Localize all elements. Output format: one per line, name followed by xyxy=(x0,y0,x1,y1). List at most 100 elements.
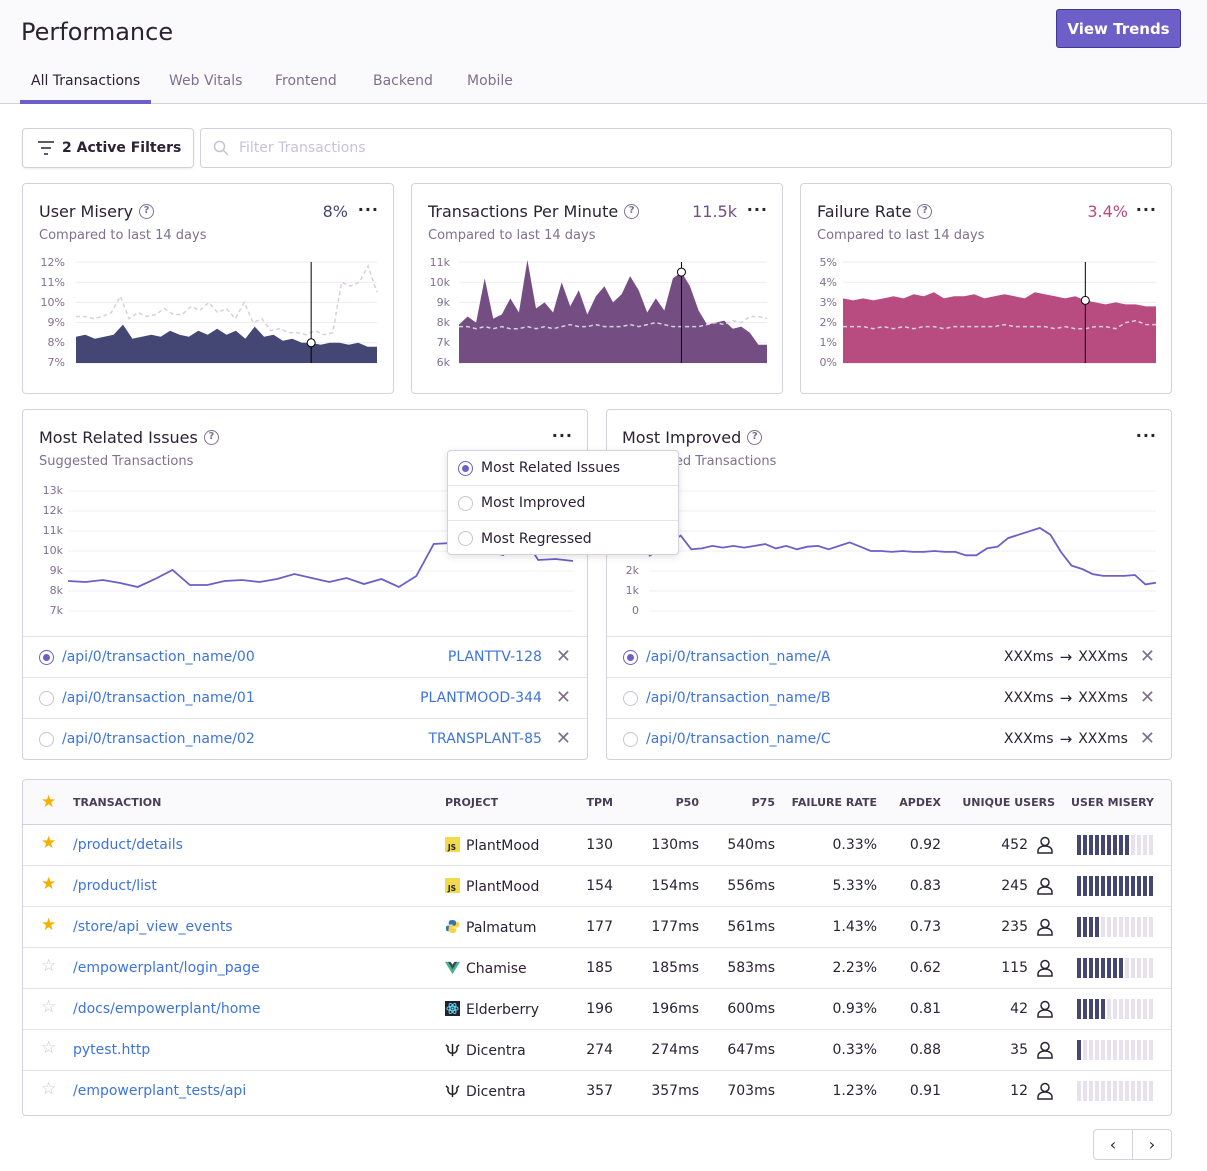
most-improved-row[interactable]: /api/0/transaction_name/A XXXms → XXXms ✕ xyxy=(607,636,1171,677)
help-icon[interactable]: ? xyxy=(917,204,933,219)
close-icon[interactable]: ✕ xyxy=(1139,687,1155,708)
star-filled-icon[interactable]: ★ xyxy=(41,833,57,853)
header-user-misery[interactable]: USER MISERY xyxy=(1071,796,1154,809)
help-icon[interactable]: ? xyxy=(747,430,763,445)
project-cell[interactable]: Palmatum xyxy=(445,919,537,936)
issue-link[interactable]: PLANTTV-128 xyxy=(447,649,542,665)
prev-page-button[interactable]: ‹ xyxy=(1094,1130,1133,1159)
transaction-link[interactable]: /product/details xyxy=(73,837,183,853)
header-p50[interactable]: P50 xyxy=(675,796,699,809)
star-outline-icon[interactable]: ☆ xyxy=(41,1038,57,1058)
transaction-link[interactable]: /api/0/transaction_name/C xyxy=(646,731,831,747)
most-improved-row[interactable]: /api/0/transaction_name/C XXXms → XXXms ✕ xyxy=(607,718,1171,759)
transaction-link[interactable]: /api/0/transaction_name/A xyxy=(646,649,831,665)
table-row[interactable]: ☆ /empowerplant/login_page Chamise 185 185ms… xyxy=(23,948,1171,989)
header-apdex[interactable]: APDEX xyxy=(899,796,941,809)
more-options-icon[interactable]: ··· xyxy=(357,200,379,219)
misery-bar-segment xyxy=(1149,835,1153,855)
header-failure-rate[interactable]: FAILURE RATE xyxy=(791,796,877,809)
transaction-link[interactable]: /empowerplant/login_page xyxy=(73,960,260,976)
transaction-link[interactable]: pytest.http xyxy=(73,1042,151,1058)
tab-web-vitals[interactable]: Web Vitals xyxy=(169,73,243,89)
more-options-icon[interactable]: ··· xyxy=(551,426,573,445)
transaction-link[interactable]: /api/0/transaction_name/01 xyxy=(62,690,255,706)
row-radio[interactable] xyxy=(39,731,54,747)
tab-frontend[interactable]: Frontend xyxy=(275,73,337,89)
table-row[interactable]: ★ /store/api_view_events Palmatum 177 177ms 5… xyxy=(23,907,1171,948)
next-page-button[interactable]: › xyxy=(1148,1135,1156,1154)
radio-selected[interactable] xyxy=(458,460,473,476)
hover-marker-point[interactable] xyxy=(676,267,686,277)
table-row[interactable]: ☆ pytest.http Dicentra 274 274ms 647ms 0.33% 0.… xyxy=(23,1030,1171,1071)
row-radio[interactable] xyxy=(39,649,54,665)
header-project[interactable]: PROJECT xyxy=(445,796,499,809)
tab-backend[interactable]: Backend xyxy=(373,73,433,89)
transaction-link[interactable]: /api/0/transaction_name/00 xyxy=(62,649,255,665)
more-options-icon[interactable]: ··· xyxy=(1135,200,1157,219)
header-tpm[interactable]: TPM xyxy=(586,796,613,809)
header-transaction[interactable]: TRANSACTION xyxy=(73,796,162,809)
project-cell[interactable]: Chamise xyxy=(445,960,527,977)
row-radio[interactable] xyxy=(623,690,638,706)
user-misery-bar xyxy=(1077,1081,1153,1101)
radio[interactable] xyxy=(458,495,473,511)
close-icon[interactable]: ✕ xyxy=(1139,646,1155,667)
menu-item-most-regressed[interactable]: Most Regressed xyxy=(448,521,678,556)
tab-all-transactions[interactable]: All Transactions xyxy=(31,73,141,89)
hover-marker-point[interactable] xyxy=(306,338,316,348)
project-cell[interactable]: JS PlantMood xyxy=(445,837,539,854)
row-radio[interactable] xyxy=(623,649,638,665)
transaction-link[interactable]: /api/0/transaction_name/02 xyxy=(62,731,255,747)
star-outline-icon[interactable]: ☆ xyxy=(41,956,57,976)
transaction-link[interactable]: /docs/empowerplant/home xyxy=(73,1001,261,1017)
more-options-icon[interactable]: ··· xyxy=(746,200,768,219)
related-issue-row[interactable]: /api/0/transaction_name/01 PLANTMOOD-344 ✕ xyxy=(23,677,587,718)
project-cell[interactable]: Dicentra xyxy=(445,1083,526,1100)
unique-users-cell: 235 xyxy=(1001,919,1028,935)
star-header-icon[interactable]: ★ xyxy=(41,792,57,812)
header-p75[interactable]: P75 xyxy=(751,796,775,809)
view-trends-button[interactable]: View Trends xyxy=(1056,9,1181,48)
star-filled-icon[interactable]: ★ xyxy=(41,915,57,935)
table-row[interactable]: ☆ /empowerplant_tests/api Dicentra 357 357ms… xyxy=(23,1071,1171,1112)
close-icon[interactable]: ✕ xyxy=(555,728,571,749)
help-icon[interactable]: ? xyxy=(139,204,155,219)
transaction-link[interactable]: /store/api_view_events xyxy=(73,919,233,935)
menu-item-most-related-issues[interactable]: Most Related Issues xyxy=(448,451,678,486)
tab-mobile[interactable]: Mobile xyxy=(467,73,513,89)
most-improved-row[interactable]: /api/0/transaction_name/B XXXms → XXXms ✕ xyxy=(607,677,1171,718)
table-row[interactable]: ★ /product/details JS PlantMood 130 130ms 540m… xyxy=(23,825,1171,866)
transaction-link[interactable]: /product/list xyxy=(73,878,157,894)
help-icon[interactable]: ? xyxy=(624,204,640,219)
transaction-link[interactable]: /empowerplant_tests/api xyxy=(73,1083,247,1099)
misery-bar-segment xyxy=(1125,1081,1129,1101)
hover-marker-point[interactable] xyxy=(1080,295,1090,305)
issue-link[interactable]: TRANSPLANT-85 xyxy=(428,731,542,747)
close-icon[interactable]: ✕ xyxy=(555,687,571,708)
project-cell[interactable]: Elderberry xyxy=(445,1001,539,1018)
issue-link[interactable]: PLANTMOOD-344 xyxy=(420,690,542,706)
star-outline-icon[interactable]: ☆ xyxy=(41,997,57,1017)
misery-bar-segment xyxy=(1113,1081,1117,1101)
star-outline-icon[interactable]: ☆ xyxy=(41,1079,57,1099)
close-icon[interactable]: ✕ xyxy=(1139,728,1155,749)
row-radio[interactable] xyxy=(623,731,638,747)
table-row[interactable]: ☆ /docs/empowerplant/home Elderberry 196 196… xyxy=(23,989,1171,1030)
transaction-link[interactable]: /api/0/transaction_name/B xyxy=(646,690,831,706)
header-unique-users[interactable]: UNIQUE USERS xyxy=(962,796,1055,809)
active-filters-button[interactable]: 2 Active Filters xyxy=(22,128,194,168)
related-issue-row[interactable]: /api/0/transaction_name/00 PLANTTV-128 ✕ xyxy=(23,636,587,677)
related-issue-row[interactable]: /api/0/transaction_name/02 TRANSPLANT-85 ✕ xyxy=(23,718,587,759)
radio[interactable] xyxy=(458,531,473,546)
more-options-icon[interactable]: ··· xyxy=(1135,426,1157,445)
help-icon[interactable]: ? xyxy=(203,430,219,445)
star-filled-icon[interactable]: ★ xyxy=(41,874,57,894)
user-icon xyxy=(1037,877,1053,895)
search-input[interactable] xyxy=(239,140,1139,156)
row-radio[interactable] xyxy=(39,690,54,706)
project-cell[interactable]: Dicentra xyxy=(445,1042,526,1059)
close-icon[interactable]: ✕ xyxy=(555,646,571,667)
project-cell[interactable]: JS PlantMood xyxy=(445,878,539,895)
table-row[interactable]: ★ /product/list JS PlantMood 154 154ms 556ms 5.… xyxy=(23,866,1171,907)
menu-item-most-improved[interactable]: Most Improved xyxy=(448,486,678,521)
